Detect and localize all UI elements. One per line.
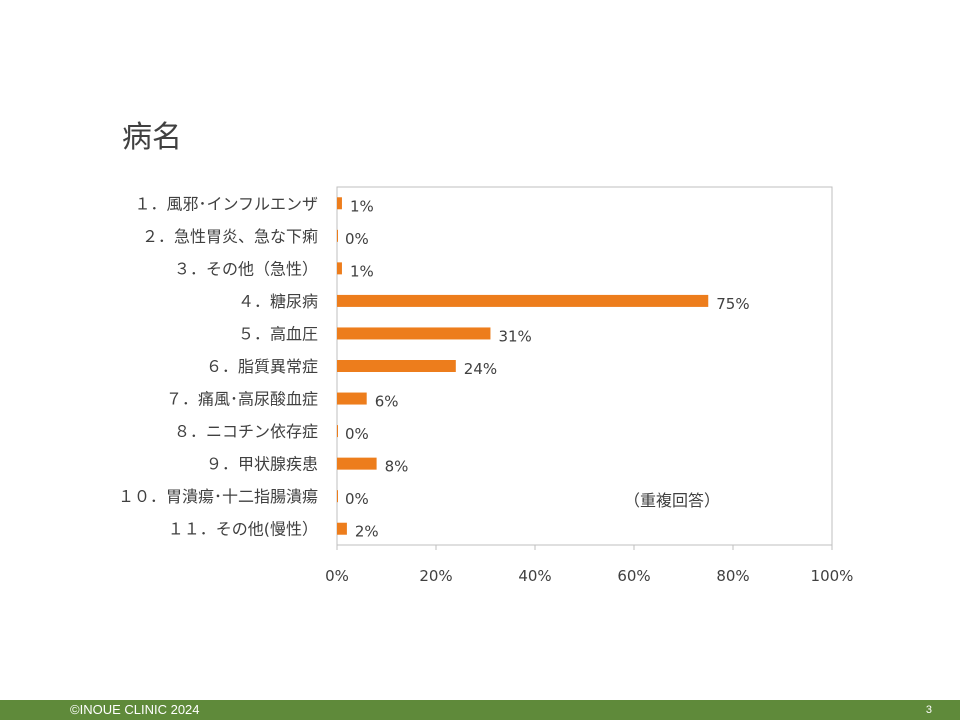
- value-label-4: 75%: [716, 295, 749, 313]
- x-tick-label-4: 60%: [617, 567, 650, 585]
- value-label-9: 8%: [385, 458, 409, 476]
- category-label-6: ６．脂質異常症: [206, 357, 318, 376]
- bar-6: [337, 360, 456, 372]
- x-tick-label-6: 100%: [811, 567, 854, 585]
- bar-11: [337, 522, 347, 535]
- value-label-3: 1%: [350, 262, 374, 280]
- bar-2: [337, 229, 338, 242]
- x-tick-label-3: 40%: [518, 567, 551, 585]
- footer-bar: ©INOUE CLINIC 2024 3: [0, 700, 960, 720]
- bar-3: [337, 262, 342, 275]
- bar-1: [337, 197, 342, 210]
- value-label-5: 31%: [498, 327, 531, 345]
- value-label-10: 0%: [345, 490, 369, 508]
- category-label-7: ７．痛風･高尿酸血症: [166, 390, 318, 409]
- value-label-8: 0%: [345, 425, 369, 443]
- bar-4: [337, 294, 709, 307]
- value-label-1: 1%: [350, 197, 374, 215]
- bar-10: [337, 490, 338, 503]
- footer-copyright: ©INOUE CLINIC 2024: [70, 702, 200, 717]
- category-label-8: ８．ニコチン依存症: [174, 422, 318, 441]
- value-label-6: 24%: [464, 360, 497, 378]
- category-label-2: ２．急性胃炎、急な下痢: [142, 227, 318, 246]
- category-label-11: １１．その他(慢性）: [168, 520, 318, 539]
- bar-9: [337, 457, 377, 470]
- bar-7: [337, 392, 367, 405]
- bar-8: [337, 425, 338, 438]
- x-tick-label-2: 20%: [419, 567, 452, 585]
- category-label-4: ４．糖尿病: [238, 292, 318, 311]
- page-title: 病名: [122, 120, 182, 155]
- x-tick-label-5: 80%: [716, 567, 749, 585]
- chart-annotation: （重複回答）: [624, 491, 720, 510]
- value-label-2: 0%: [345, 230, 369, 248]
- category-label-5: ５．高血圧: [238, 324, 318, 343]
- category-label-3: ３．その他（急性）: [174, 259, 318, 278]
- value-label-7: 6%: [375, 393, 399, 411]
- page-number: 3: [925, 704, 932, 716]
- category-label-9: ９．甲状腺疾患: [206, 455, 318, 474]
- category-label-1: １．風邪･インフルエンザ: [134, 194, 318, 213]
- value-label-11: 2%: [355, 523, 379, 541]
- x-tick-label-1: 0%: [325, 567, 349, 585]
- bar-5: [337, 327, 491, 340]
- category-label-10: １０．胃潰瘍･十二指腸潰瘍: [118, 487, 318, 506]
- bar-chart: １．風邪･インフルエンザ ２．急性胃炎、急な下痢 ３．その他（急性） ４．糖尿病 ５．高…: [118, 186, 854, 585]
